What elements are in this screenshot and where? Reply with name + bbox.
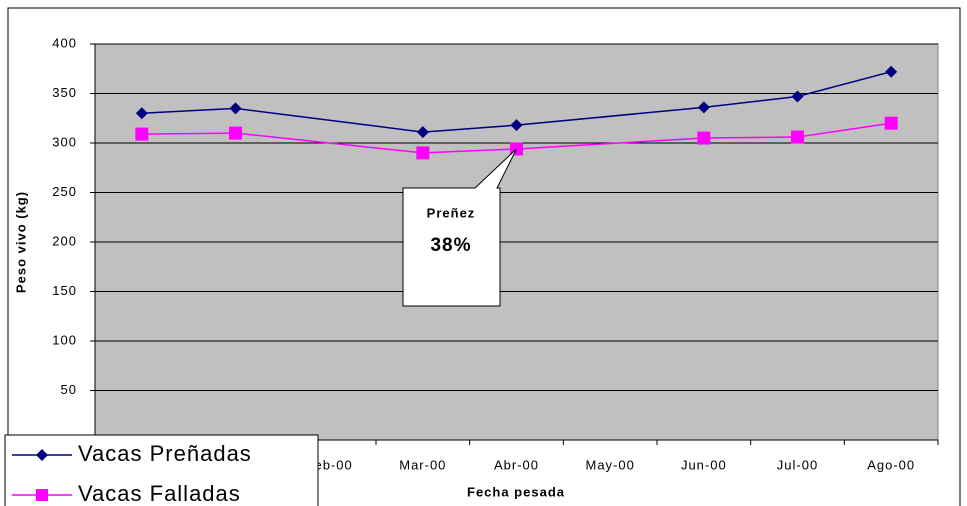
marker	[416, 126, 429, 139]
y-tick-label: 400	[52, 35, 77, 50]
marker	[884, 116, 898, 130]
x-axis-title: Fecha pesada	[467, 484, 565, 499]
x-tick-label: Jul-00	[777, 457, 818, 472]
marker	[36, 449, 48, 461]
y-tick-label: 250	[52, 184, 77, 199]
y-tick-label: 50	[61, 382, 77, 397]
callout	[402, 148, 517, 307]
marker	[36, 489, 48, 501]
y-axis-title: Peso vivo (kg)	[13, 191, 28, 293]
legend-box	[4, 434, 319, 506]
x-tick-label: May-00	[585, 457, 634, 472]
y-tick-label: 150	[52, 283, 77, 298]
marker	[885, 65, 898, 78]
legend-label: Vacas Falladas	[78, 481, 241, 506]
legend-label: Vacas Preñadas	[78, 441, 252, 466]
marker	[229, 102, 242, 115]
marker	[416, 146, 430, 160]
marker	[697, 101, 710, 114]
y-tick-label: 200	[52, 233, 77, 248]
marker	[791, 130, 804, 144]
y-tick-label: 300	[52, 134, 77, 149]
callout-title: Preñez	[427, 205, 476, 220]
marker	[229, 126, 242, 140]
marker	[135, 107, 148, 120]
callout-text: 38%	[430, 235, 471, 256]
x-tick-label: Ago-00	[867, 457, 915, 472]
marker	[697, 131, 711, 145]
legend: Vacas Preñadas Vacas Falladas	[4, 434, 319, 506]
x-tick-label: Abr-00	[494, 457, 539, 472]
y-tick-label: 350	[52, 85, 77, 100]
marker	[510, 119, 523, 132]
y-tick-label: 100	[52, 332, 77, 347]
marker	[791, 90, 804, 103]
x-tick-label: Jun-00	[681, 457, 727, 472]
x-tick-label: Mar-00	[399, 457, 446, 472]
marker	[135, 127, 149, 141]
